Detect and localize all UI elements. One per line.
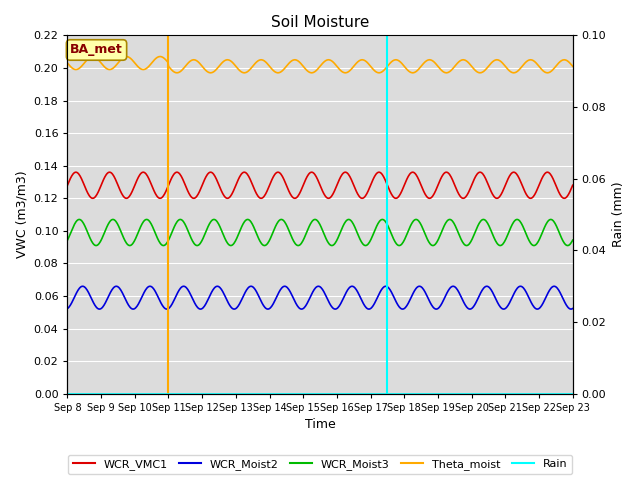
X-axis label: Time: Time — [305, 419, 335, 432]
Y-axis label: VWC (m3/m3): VWC (m3/m3) — [15, 171, 28, 258]
Title: Soil Moisture: Soil Moisture — [271, 15, 369, 30]
Y-axis label: Rain (mm): Rain (mm) — [612, 182, 625, 247]
Legend: WCR_VMC1, WCR_Moist2, WCR_Moist3, Theta_moist, Rain: WCR_VMC1, WCR_Moist2, WCR_Moist3, Theta_… — [68, 455, 572, 474]
Text: BA_met: BA_met — [70, 44, 123, 57]
